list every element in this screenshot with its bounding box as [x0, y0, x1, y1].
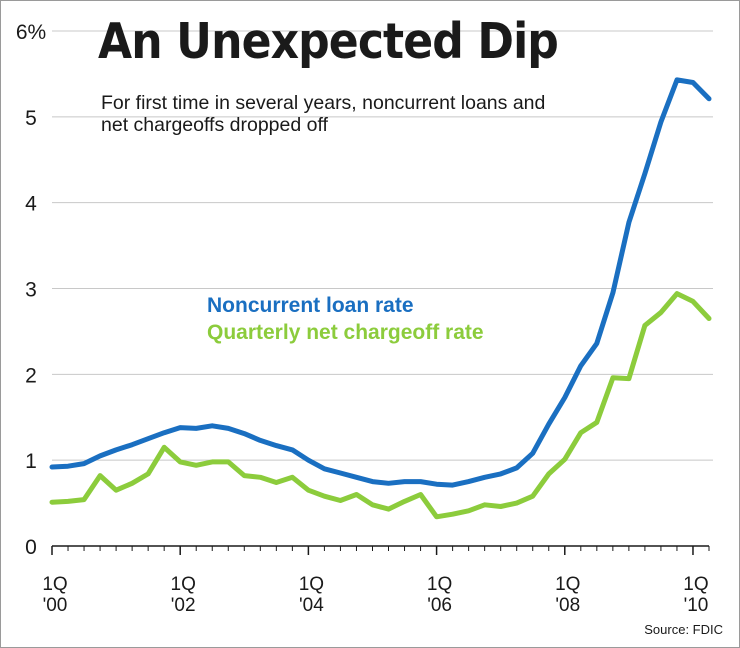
chart-title: An Unexpected Dip — [98, 13, 559, 70]
y-tick-label: 5 — [25, 107, 37, 130]
x-tick-quarter-label: 1Q — [683, 574, 708, 595]
x-tick-year-label: '04 — [299, 595, 324, 616]
y-tick-label: 1 — [25, 450, 37, 473]
x-tick-quarter-label: 1Q — [299, 574, 324, 595]
series-line-chargeoff — [49, 291, 712, 520]
chart-subtitle: For first time in several years, noncurr… — [101, 92, 546, 136]
x-tick-quarter-label: 1Q — [427, 574, 452, 595]
x-tick-quarter-label: 1Q — [171, 574, 196, 595]
x-tick-year-label: '08 — [555, 595, 580, 616]
y-tick-label: 6% — [16, 21, 46, 44]
legend-entry-noncurrent: Noncurrent loan rate — [207, 294, 414, 317]
source-note: Source: FDIC — [644, 622, 723, 637]
y-tick-label: 4 — [25, 193, 37, 216]
x-tick-quarter-label: 1Q — [555, 574, 580, 595]
x-tick-year-label: '02 — [171, 595, 196, 616]
series-line-noncurrent — [49, 77, 712, 488]
x-tick-quarter-label: 1Q — [42, 574, 67, 595]
legend-entry-chargeoff: Quarterly net chargeoff rate — [207, 321, 484, 344]
y-tick-label: 0 — [25, 536, 37, 559]
x-tick-year-label: '00 — [43, 595, 68, 616]
y-tick-label: 3 — [25, 279, 37, 302]
x-tick-year-label: '06 — [427, 595, 452, 616]
y-tick-label: 2 — [25, 364, 37, 387]
x-tick-year-label: '10 — [684, 595, 709, 616]
